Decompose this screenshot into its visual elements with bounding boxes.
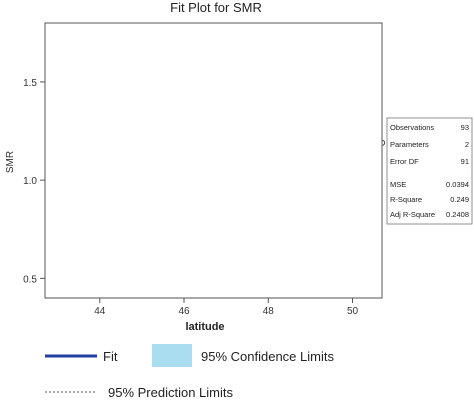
y-axis-label: SMR	[5, 151, 16, 173]
x-tick-label: 46	[178, 306, 190, 317]
stat-label: Adj R-Square	[390, 210, 435, 219]
y-tick-label: 1.0	[23, 176, 37, 187]
stat-value: 0.249	[450, 195, 469, 204]
x-tick-label: 48	[263, 306, 275, 317]
stats-box: Observations 93 Parameters 2 Error DF 91…	[386, 117, 473, 225]
x-tick-label: 50	[347, 306, 359, 317]
plot-area	[44, 22, 386, 299]
plot-frame	[44, 22, 383, 299]
stat-value: 91	[461, 157, 469, 166]
stat-label: R-Square	[390, 195, 422, 204]
y-tick-label: 0.5	[23, 274, 37, 285]
y-tick-label: 1.5	[23, 78, 37, 89]
stat-value: 93	[461, 123, 469, 132]
stat-value: 0.0394	[446, 180, 469, 189]
stat-label: Error DF	[390, 157, 419, 166]
legend-fit-label: Fit	[103, 349, 118, 364]
legend: Fit 95% Confidence Limits 95% Prediction…	[45, 344, 334, 400]
stat-value: 0.2408	[446, 210, 469, 219]
stat-label: MSE	[390, 180, 406, 189]
x-axis-label: latitude	[185, 321, 224, 333]
legend-confidence-swatch	[152, 344, 192, 367]
stat-value: 2	[465, 140, 469, 149]
legend-prediction-label: 95% Prediction Limits	[108, 385, 233, 400]
stat-label: Parameters	[390, 140, 429, 149]
legend-confidence-label: 95% Confidence Limits	[201, 349, 334, 364]
x-tick-label: 44	[94, 306, 106, 317]
chart-title: Fit Plot for SMR	[170, 0, 262, 15]
stat-label: Observations	[390, 123, 434, 132]
stats-box-frame	[386, 117, 473, 225]
